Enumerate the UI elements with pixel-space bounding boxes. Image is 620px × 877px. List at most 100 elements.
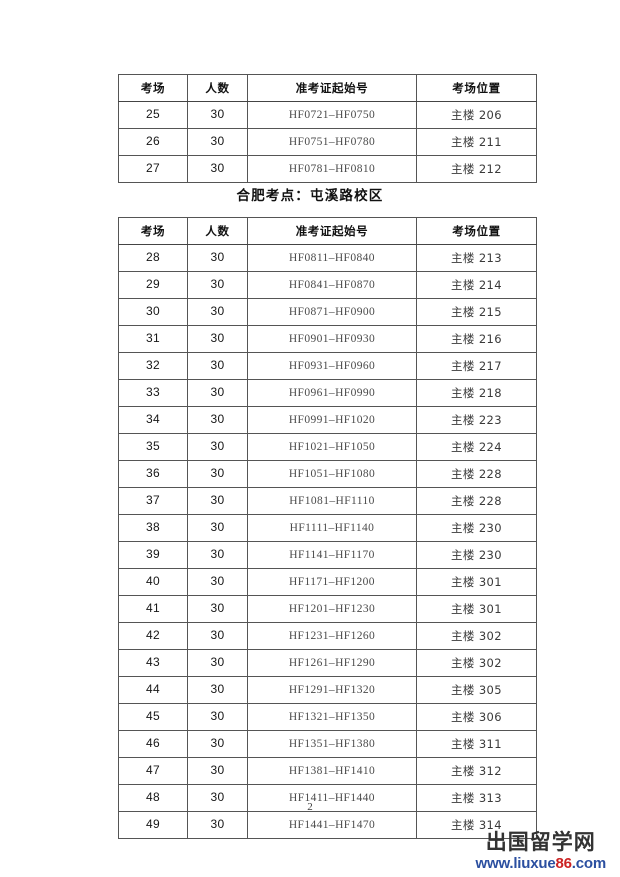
column-header-room: 考场	[118, 74, 188, 102]
watermark: 出国留学网 www.liuxue86.com	[475, 830, 607, 872]
cell-room-location: 主楼 312	[416, 757, 537, 785]
cell-room-number: 28	[118, 244, 188, 272]
column-header-location: 考场位置	[416, 217, 537, 245]
cell-person-count: 30	[187, 541, 248, 569]
cell-person-count: 30	[187, 433, 248, 461]
section-heading: 合肥考点：屯溪路校区	[236, 188, 384, 204]
cell-room-number: 35	[118, 433, 188, 461]
cell-room-number: 32	[118, 352, 188, 380]
cell-person-count: 30	[187, 460, 248, 488]
cell-room-location: 主楼 217	[416, 352, 537, 380]
cell-ticket-range: HF1141–HF1170	[247, 541, 417, 569]
cell-ticket-range: HF1171–HF1200	[247, 568, 417, 596]
cell-room-number: 26	[118, 128, 188, 156]
cell-room-location: 主楼 230	[416, 514, 537, 542]
cell-room-location: 主楼 212	[416, 155, 537, 183]
cell-person-count: 30	[187, 784, 248, 812]
cell-room-location: 主楼 302	[416, 622, 537, 650]
cell-room-number: 39	[118, 541, 188, 569]
cell-ticket-range: HF1351–HF1380	[247, 730, 417, 758]
cell-person-count: 30	[187, 595, 248, 623]
cell-person-count: 30	[187, 298, 248, 326]
cell-room-location: 主楼 224	[416, 433, 537, 461]
cell-room-number: 37	[118, 487, 188, 515]
column-header-count: 人数	[187, 74, 248, 102]
cell-person-count: 30	[187, 325, 248, 353]
column-header-ticket: 准考证起始号	[247, 217, 417, 245]
table-row: 47 30 HF1381–HF1410 主楼 312	[118, 757, 537, 785]
cell-room-number: 31	[118, 325, 188, 353]
cell-person-count: 30	[187, 730, 248, 758]
cell-room-location: 主楼 306	[416, 703, 537, 731]
table-row: 29 30 HF0841–HF0870 主楼 214	[118, 271, 537, 299]
cell-room-location: 主楼 313	[416, 784, 537, 812]
table-row: 33 30 HF0961–HF0990 主楼 218	[118, 379, 537, 407]
column-header-room: 考场	[118, 217, 188, 245]
cell-person-count: 30	[187, 101, 248, 129]
page-number: 2	[307, 801, 313, 813]
watermark-url-part-1: www.liuxue	[475, 855, 556, 872]
table-row: 46 30 HF1351–HF1380 主楼 311	[118, 730, 537, 758]
table-row: 32 30 HF0931–HF0960 主楼 217	[118, 352, 537, 380]
table-header-row: 考场 人数 准考证起始号 考场位置	[118, 74, 537, 102]
cell-ticket-range: HF0961–HF0990	[247, 379, 417, 407]
cell-room-location: 主楼 302	[416, 649, 537, 677]
cell-room-number: 46	[118, 730, 188, 758]
exam-room-table-top: 考场 人数 准考证起始号 考场位置 25 30 HF0721–HF0750 主楼 20…	[118, 74, 537, 183]
cell-ticket-range: HF0781–HF0810	[247, 155, 417, 183]
table-body-bottom: 28 30 HF0811–HF0840 主楼 213 29 30 HF0841–HF0870…	[118, 244, 537, 839]
cell-room-number: 44	[118, 676, 188, 704]
cell-person-count: 30	[187, 703, 248, 731]
table-head: 考场 人数 准考证起始号 考场位置	[118, 217, 537, 245]
table-body-top: 25 30 HF0721–HF0750 主楼 206 26 30 HF0751–HF0780…	[118, 101, 537, 183]
cell-room-location: 主楼 301	[416, 595, 537, 623]
cell-person-count: 30	[187, 406, 248, 434]
table-row: 45 30 HF1321–HF1350 主楼 306	[118, 703, 537, 731]
cell-ticket-range: HF1321–HF1350	[247, 703, 417, 731]
table-row: 27 30 HF0781–HF0810 主楼 212	[118, 155, 537, 183]
table-row: 49 30 HF1441–HF1470 主楼 314	[118, 811, 537, 839]
cell-ticket-range: HF1441–HF1470	[247, 811, 417, 839]
table-header-row: 考场 人数 准考证起始号 考场位置	[118, 217, 537, 245]
cell-room-number: 33	[118, 379, 188, 407]
cell-room-number: 43	[118, 649, 188, 677]
cell-ticket-range: HF0811–HF0840	[247, 244, 417, 272]
cell-room-number: 45	[118, 703, 188, 731]
column-header-count: 人数	[187, 217, 248, 245]
cell-person-count: 30	[187, 244, 248, 272]
cell-room-number: 27	[118, 155, 188, 183]
cell-room-number: 29	[118, 271, 188, 299]
cell-person-count: 30	[187, 757, 248, 785]
cell-person-count: 30	[187, 811, 248, 839]
cell-person-count: 30	[187, 271, 248, 299]
table-row: 37 30 HF1081–HF1110 主楼 228	[118, 487, 537, 515]
cell-ticket-range: HF0751–HF0780	[247, 128, 417, 156]
cell-room-location: 主楼 314	[416, 811, 537, 839]
cell-room-number: 36	[118, 460, 188, 488]
cell-person-count: 30	[187, 514, 248, 542]
cell-ticket-range: HF1111–HF1140	[247, 514, 417, 542]
table-row: 40 30 HF1171–HF1200 主楼 301	[118, 568, 537, 596]
cell-ticket-range: HF1261–HF1290	[247, 649, 417, 677]
cell-room-location: 主楼 228	[416, 487, 537, 515]
table-row: 30 30 HF0871–HF0900 主楼 215	[118, 298, 537, 326]
cell-room-location: 主楼 311	[416, 730, 537, 758]
cell-ticket-range: HF1231–HF1260	[247, 622, 417, 650]
cell-room-location: 主楼 305	[416, 676, 537, 704]
table-row: 31 30 HF0901–HF0930 主楼 216	[118, 325, 537, 353]
cell-room-number: 41	[118, 595, 188, 623]
watermark-brand: 出国留学网	[485, 830, 596, 854]
cell-room-number: 38	[118, 514, 188, 542]
cell-person-count: 30	[187, 352, 248, 380]
cell-room-location: 主楼 206	[416, 101, 537, 129]
table-row: 25 30 HF0721–HF0750 主楼 206	[118, 101, 537, 129]
cell-person-count: 30	[187, 568, 248, 596]
cell-room-location: 主楼 213	[416, 244, 537, 272]
table-row: 42 30 HF1231–HF1260 主楼 302	[118, 622, 537, 650]
cell-person-count: 30	[187, 676, 248, 704]
cell-room-location: 主楼 216	[416, 325, 537, 353]
table-row: 43 30 HF1261–HF1290 主楼 302	[118, 649, 537, 677]
table-row: 39 30 HF1141–HF1170 主楼 230	[118, 541, 537, 569]
table-head: 考场 人数 准考证起始号 考场位置	[118, 74, 537, 102]
